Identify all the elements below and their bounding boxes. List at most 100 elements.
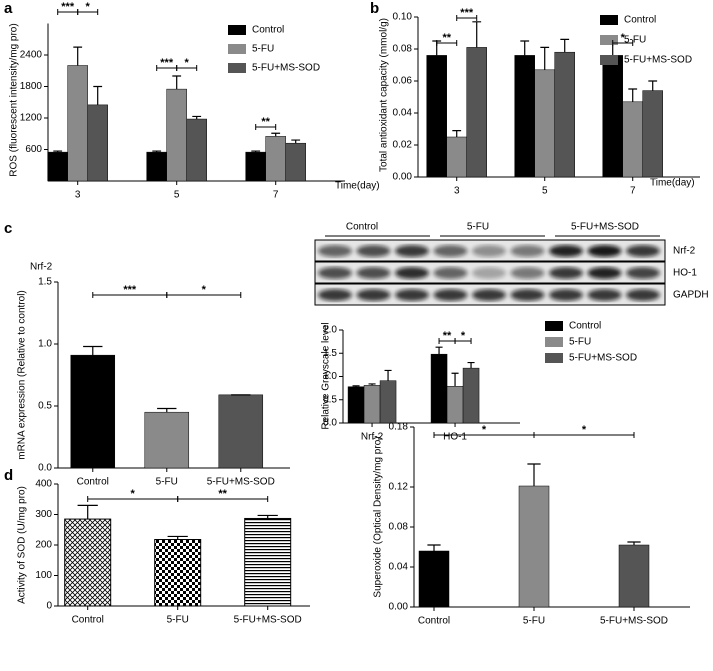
x-axis-label: Time(day) — [650, 178, 695, 189]
y-tick-label: 0.00 — [389, 602, 409, 613]
blot-band — [626, 267, 660, 279]
bar — [265, 136, 286, 182]
y-tick-label: 1.5 — [38, 277, 52, 288]
significance-label: * — [461, 330, 466, 342]
bar — [514, 55, 535, 178]
significance-label: * — [131, 488, 136, 500]
error-bar — [271, 132, 281, 137]
significance-label: *** — [123, 284, 137, 296]
y-tick-label: 0.00 — [393, 172, 413, 183]
y-tick-label: 0.02 — [393, 140, 413, 151]
error-bar — [527, 463, 541, 486]
blot-band — [318, 289, 352, 301]
blot-band — [395, 289, 429, 301]
bar — [70, 354, 116, 469]
legend-swatch — [545, 321, 563, 331]
blot-row-label: HO-1 — [673, 268, 697, 279]
x-tick-label: 5-FU — [167, 615, 189, 626]
bar — [430, 353, 448, 424]
bar — [426, 55, 447, 178]
significance-label: * — [482, 424, 487, 436]
significance-bracket — [176, 65, 198, 71]
error-bar — [627, 541, 641, 545]
blot-band — [587, 289, 622, 301]
y-tick-label: 0.12 — [389, 482, 409, 493]
blot-band — [472, 267, 506, 279]
error-bar — [540, 46, 550, 70]
significance-bracket — [533, 432, 635, 438]
significance-bracket — [77, 9, 99, 15]
significance-bracket — [454, 338, 472, 344]
x-tick-label: Nrf-2 — [361, 432, 384, 443]
error-bar — [452, 130, 462, 137]
bar — [347, 386, 365, 424]
y-tick-label: 1800 — [20, 81, 43, 92]
x-tick-label: 7 — [630, 186, 636, 197]
western-blot: Control 5-FU 5-FU+MS-SOD Nrf-2 HO-1 GAPD… — [314, 222, 709, 306]
x-tick-label: 3 — [454, 186, 460, 197]
x-tick-label: 5-FU — [523, 616, 545, 627]
significance-label: * — [185, 57, 190, 69]
x-tick-label: 3 — [75, 190, 81, 201]
error-bar — [192, 115, 202, 120]
blot-band — [433, 245, 468, 257]
y-tick-label: 0.5 — [38, 401, 52, 412]
y-tick-label: 0.5 — [323, 394, 337, 405]
bar — [67, 65, 88, 182]
blot-band — [587, 245, 622, 257]
error-bar — [83, 345, 103, 356]
blot-band — [549, 245, 583, 257]
significance-bracket — [456, 15, 478, 21]
bar — [186, 118, 207, 182]
legend-label: Control — [624, 15, 656, 26]
blot-band — [356, 245, 391, 257]
blot-row-label: Nrf-2 — [673, 246, 696, 257]
x-tick-label: 5-FU+MS-SOD — [234, 615, 302, 626]
blot-group-label: Control — [346, 222, 378, 233]
significance-label: * — [621, 32, 626, 44]
blot-row-label: GAPDH — [673, 290, 709, 301]
blot-band — [626, 245, 660, 257]
legend-swatch — [228, 63, 246, 73]
bar — [166, 88, 187, 182]
blot-band — [510, 267, 545, 279]
error-bar — [167, 535, 188, 540]
bar — [87, 104, 108, 182]
bar — [446, 386, 464, 424]
blot-band — [318, 245, 352, 257]
bar — [244, 517, 292, 607]
significance-bracket — [612, 40, 634, 46]
error-bar — [53, 150, 63, 153]
error-bar — [560, 38, 570, 53]
error-bar — [435, 346, 443, 355]
significance-label: *** — [61, 1, 75, 13]
legend-swatch — [545, 353, 563, 363]
error-bar — [77, 504, 98, 520]
legend-swatch — [600, 35, 618, 45]
x-tick-label: Control — [418, 616, 450, 627]
significance-bracket — [166, 292, 242, 298]
error-bar — [152, 150, 162, 153]
y-axis-label: ROS (fluorescent intensity/mg pro) — [9, 23, 20, 176]
error-bar — [368, 383, 376, 386]
bar — [622, 101, 643, 178]
y-tick-label: 600 — [25, 144, 42, 155]
y-tick-label: 1200 — [20, 113, 43, 124]
legend-swatch — [228, 44, 246, 54]
error-bar — [93, 85, 103, 105]
significance-label: *** — [460, 7, 474, 19]
bar — [64, 518, 112, 607]
y-tick-label: 0.0 — [38, 463, 52, 474]
y-axis-label: Superoxide (Optical Density/mg pro) — [373, 436, 384, 597]
blot-band — [549, 289, 583, 301]
y-tick-label: 0.0 — [323, 418, 337, 429]
error-bar — [628, 88, 638, 102]
y-axis-label: Relative Grayscale level — [321, 322, 332, 429]
error-bar — [291, 139, 301, 144]
y-tick-label: 0.10 — [393, 12, 413, 23]
blot-band — [549, 267, 583, 279]
x-tick-label: 5-FU+MS-SOD — [600, 616, 668, 627]
blot-band — [395, 245, 429, 257]
y-tick-label: 1.5 — [323, 348, 337, 359]
legend-label: Control — [252, 25, 284, 36]
